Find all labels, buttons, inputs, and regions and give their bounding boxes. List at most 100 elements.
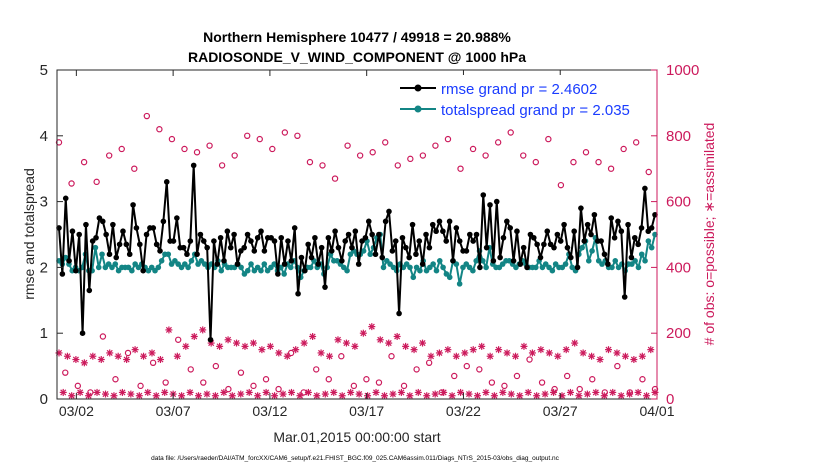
obs-possible-point [262, 376, 270, 383]
obs-assimilated-point [127, 390, 135, 398]
rmse-point [349, 244, 355, 251]
obs-assimilated-point [186, 388, 194, 396]
obs-possible-point [74, 382, 82, 390]
spread-point [218, 267, 225, 274]
obs-possible-point [614, 362, 621, 370]
rmse-point [322, 284, 328, 290]
obs-assimilated-point [165, 326, 173, 334]
rmse-point [578, 205, 584, 211]
spread-point [549, 267, 556, 274]
spread-point [367, 251, 374, 258]
obs-assimilated-point [351, 342, 359, 350]
rmse-point [339, 258, 345, 264]
rmse-point [365, 218, 372, 225]
spread-point [473, 258, 480, 264]
rmse-point [197, 231, 204, 238]
rmse-point [335, 244, 342, 251]
obs-assimilated-point [482, 388, 490, 396]
rmse-point [493, 198, 500, 205]
spread-point [652, 231, 658, 238]
obs-assimilated-point [516, 392, 524, 400]
rmse-point [561, 221, 567, 228]
axes-layer: 03/02 03/07 03/12 03/17 03/22 03/27 04/0101234… [40, 62, 700, 419]
spread-point [248, 261, 254, 267]
rmse-point [372, 251, 379, 258]
obs-possible-point [225, 385, 232, 393]
rmse-point [628, 254, 635, 261]
obs-assimilated-point [194, 392, 202, 400]
obs-possible-point [425, 359, 433, 367]
obs-assimilated-point [317, 349, 325, 357]
obs-possible-point [338, 353, 345, 360]
y-left-tick-label: 5 [40, 62, 48, 79]
rmse-point [278, 234, 285, 241]
obs-possible-point [187, 366, 194, 373]
rmse-point [615, 218, 621, 225]
rmse-point [302, 267, 308, 274]
spread-point [92, 244, 99, 251]
rmse-point [426, 244, 433, 251]
obs-assimilated-point [178, 392, 186, 400]
obs-possible-point [532, 158, 540, 166]
obs-assimilated-point [402, 342, 410, 350]
rmse-point [379, 254, 386, 261]
obs-assimilated-point [380, 392, 388, 400]
spread-point [638, 251, 645, 258]
rmse-point [568, 254, 574, 261]
obs-assimilated-point [249, 339, 257, 347]
spread-point [440, 264, 446, 271]
spread-point [436, 258, 443, 264]
obs-possible-point [269, 145, 276, 153]
spread-point [430, 261, 436, 267]
rmse-point [170, 238, 177, 244]
obs-possible-point [356, 152, 364, 159]
rmse-point [103, 231, 109, 238]
obs-possible-point [413, 366, 420, 373]
legend-rmse-marker [414, 84, 422, 92]
spread-point [635, 264, 642, 271]
obs-possible-point [545, 135, 552, 143]
obs-assimilated-point [621, 352, 629, 360]
obs-possible-point [513, 372, 521, 380]
spread-point [433, 267, 440, 274]
rmse-point [483, 244, 490, 251]
rmse-point [598, 238, 604, 244]
obs-possible-point [589, 376, 596, 383]
rmse-point [487, 202, 493, 208]
obs-assimilated-point [224, 336, 232, 344]
spread-point [185, 264, 191, 271]
spread-point [645, 238, 652, 244]
rmse-point [62, 195, 69, 202]
obs-possible-point [570, 158, 577, 166]
rmse-point [93, 234, 99, 241]
rmse-point [130, 202, 136, 208]
spread-point [158, 258, 165, 264]
obs-possible-point [331, 175, 339, 182]
obs-possible-point [62, 369, 69, 376]
rmse-point [318, 244, 325, 251]
obs-assimilated-point [550, 388, 558, 396]
obs-assimilated-point [144, 388, 152, 396]
spread-point [307, 264, 314, 271]
spread-point [112, 261, 119, 267]
obs-assimilated-point [440, 388, 448, 396]
y-right-tick-label: 200 [666, 325, 691, 342]
rmse-point [446, 218, 453, 225]
obs-assimilated-point [93, 388, 101, 396]
rmse-point [133, 225, 140, 231]
rmse-point [163, 179, 170, 185]
rmse-point [557, 238, 564, 244]
obs-assimilated-point [304, 388, 312, 396]
obs-assimilated-point [330, 388, 338, 396]
obs-assimilated-point [406, 392, 414, 400]
rmse-point [530, 234, 537, 241]
obs-assimilated-point [63, 352, 71, 360]
obs-assimilated-point [258, 346, 266, 354]
obs-assimilated-point [571, 339, 579, 347]
obs-possible-point [55, 139, 63, 146]
rmse-point [470, 238, 476, 244]
rmse-point [291, 225, 298, 231]
obs-assimilated-point [397, 388, 405, 396]
rmse-point [315, 261, 322, 267]
